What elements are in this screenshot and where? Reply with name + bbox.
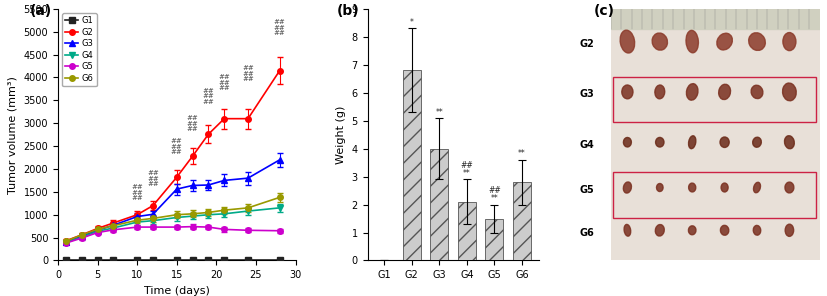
Ellipse shape — [748, 33, 764, 50]
Ellipse shape — [623, 137, 631, 147]
Ellipse shape — [782, 83, 796, 101]
Text: ##
##
##: ## ## ## — [218, 74, 230, 91]
Y-axis label: Tumor volume (mm³): Tumor volume (mm³) — [8, 76, 18, 194]
Text: (a): (a) — [30, 4, 51, 18]
X-axis label: Time (days): Time (days) — [144, 286, 209, 296]
Ellipse shape — [656, 184, 662, 192]
Ellipse shape — [686, 30, 697, 53]
Text: ##
##
##: ## ## ## — [203, 88, 214, 105]
Text: G5: G5 — [579, 185, 593, 195]
Ellipse shape — [750, 85, 762, 99]
Ellipse shape — [686, 84, 697, 100]
Bar — [513, 182, 530, 260]
Ellipse shape — [782, 33, 795, 51]
Ellipse shape — [619, 30, 634, 53]
Ellipse shape — [719, 225, 728, 235]
Text: ##
**: ## ** — [487, 186, 500, 203]
Bar — [610, 9, 819, 29]
Text: ##
##
##: ## ## ## — [274, 19, 285, 36]
Text: ##
##
##: ## ## ## — [241, 65, 254, 82]
Ellipse shape — [753, 225, 760, 235]
Ellipse shape — [784, 224, 793, 237]
Text: G3: G3 — [579, 89, 593, 99]
Ellipse shape — [719, 137, 729, 147]
Text: G6: G6 — [579, 228, 593, 238]
Ellipse shape — [624, 224, 630, 236]
Ellipse shape — [654, 225, 663, 236]
Ellipse shape — [784, 182, 793, 193]
Text: G2: G2 — [579, 39, 593, 49]
Bar — [612, 172, 815, 218]
Ellipse shape — [654, 85, 664, 99]
Bar — [612, 77, 815, 122]
Text: (b): (b) — [337, 4, 359, 18]
Text: **: ** — [518, 149, 525, 158]
Bar — [403, 70, 420, 260]
Ellipse shape — [655, 137, 663, 147]
Bar — [457, 202, 476, 260]
Ellipse shape — [687, 226, 696, 235]
Bar — [485, 218, 503, 260]
Text: (c): (c) — [593, 4, 614, 18]
Ellipse shape — [720, 183, 727, 192]
Ellipse shape — [752, 137, 760, 147]
Text: *: * — [409, 18, 414, 27]
Y-axis label: Weight (g): Weight (g) — [336, 105, 346, 164]
Ellipse shape — [623, 182, 631, 193]
Text: ##
##
##: ## ## ## — [170, 138, 183, 155]
Bar — [430, 149, 447, 260]
Text: ##
##
##: ## ## ## — [186, 115, 198, 132]
Text: ##
##
##: ## ## ## — [147, 170, 159, 187]
Ellipse shape — [652, 33, 667, 50]
Text: G4: G4 — [579, 140, 593, 150]
Legend: G1, G2, G3, G4, G5, G6: G1, G2, G3, G4, G5, G6 — [62, 13, 97, 86]
Ellipse shape — [688, 183, 695, 192]
Ellipse shape — [718, 84, 729, 99]
Text: ##
**: ## ** — [460, 161, 473, 178]
Ellipse shape — [753, 182, 759, 193]
Ellipse shape — [688, 136, 695, 149]
Ellipse shape — [716, 33, 732, 50]
Text: **: ** — [435, 107, 442, 117]
Ellipse shape — [783, 136, 793, 149]
Text: ##
##
##: ## ## ## — [131, 184, 143, 201]
Ellipse shape — [621, 85, 632, 99]
